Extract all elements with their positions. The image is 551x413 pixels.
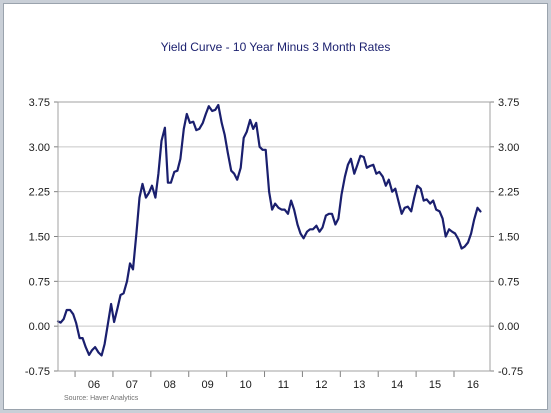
series-line bbox=[56, 103, 482, 357]
x-tick-label: 10 bbox=[239, 379, 251, 391]
x-axis: 06 07 08 09 10 11 12 13 14 15 16 bbox=[74, 371, 479, 391]
x-tick-label: 12 bbox=[315, 379, 327, 391]
y-tick-label-left: 2.25 bbox=[29, 187, 50, 199]
y-tick-label-right: 3.75 bbox=[498, 97, 519, 109]
y-axis-right: 3.75 3.00 2.25 1.50 0.75 0.00 -0.75 bbox=[490, 97, 523, 378]
x-tick-label: 16 bbox=[467, 379, 479, 391]
series-group bbox=[56, 103, 482, 357]
y-tick-label-left: 3.75 bbox=[29, 97, 50, 109]
x-tick-label: 15 bbox=[429, 379, 441, 391]
x-tick-label: 09 bbox=[202, 379, 214, 391]
y-tick-label-left: 3.00 bbox=[29, 142, 50, 154]
x-tick-label: 08 bbox=[164, 379, 176, 391]
source-note: Source: Haver Analytics bbox=[64, 395, 139, 402]
y-tick-label-right: 0.75 bbox=[498, 276, 519, 288]
y-tick-label-left: 1.50 bbox=[29, 232, 50, 244]
y-tick-label-left: 0.00 bbox=[29, 321, 50, 333]
plot-border bbox=[57, 101, 491, 372]
x-tick-label: 11 bbox=[278, 379, 289, 391]
y-tick-label-right: 0.00 bbox=[498, 321, 519, 333]
x-tick-label: 14 bbox=[391, 379, 403, 391]
y-tick-label-right: -0.75 bbox=[498, 366, 523, 378]
x-tick-label: 06 bbox=[88, 379, 100, 391]
y-tick-label-left: -0.75 bbox=[25, 366, 50, 378]
x-tick-label: 07 bbox=[126, 379, 138, 391]
gridlines bbox=[58, 146, 490, 327]
chart-frame bbox=[3, 3, 548, 410]
y-tick-label-right: 2.25 bbox=[498, 187, 519, 199]
chart-title: Yield Curve - 10 Year Minus 3 Month Rate… bbox=[160, 40, 391, 54]
y-axis-left: 3.75 3.00 2.25 1.50 0.75 0.00 -0.75 bbox=[25, 97, 58, 378]
x-tick-label: 13 bbox=[353, 379, 365, 391]
y-tick-label-right: 3.00 bbox=[498, 142, 519, 154]
y-tick-label-right: 1.50 bbox=[498, 232, 519, 244]
y-tick-label-left: 0.75 bbox=[29, 276, 50, 288]
